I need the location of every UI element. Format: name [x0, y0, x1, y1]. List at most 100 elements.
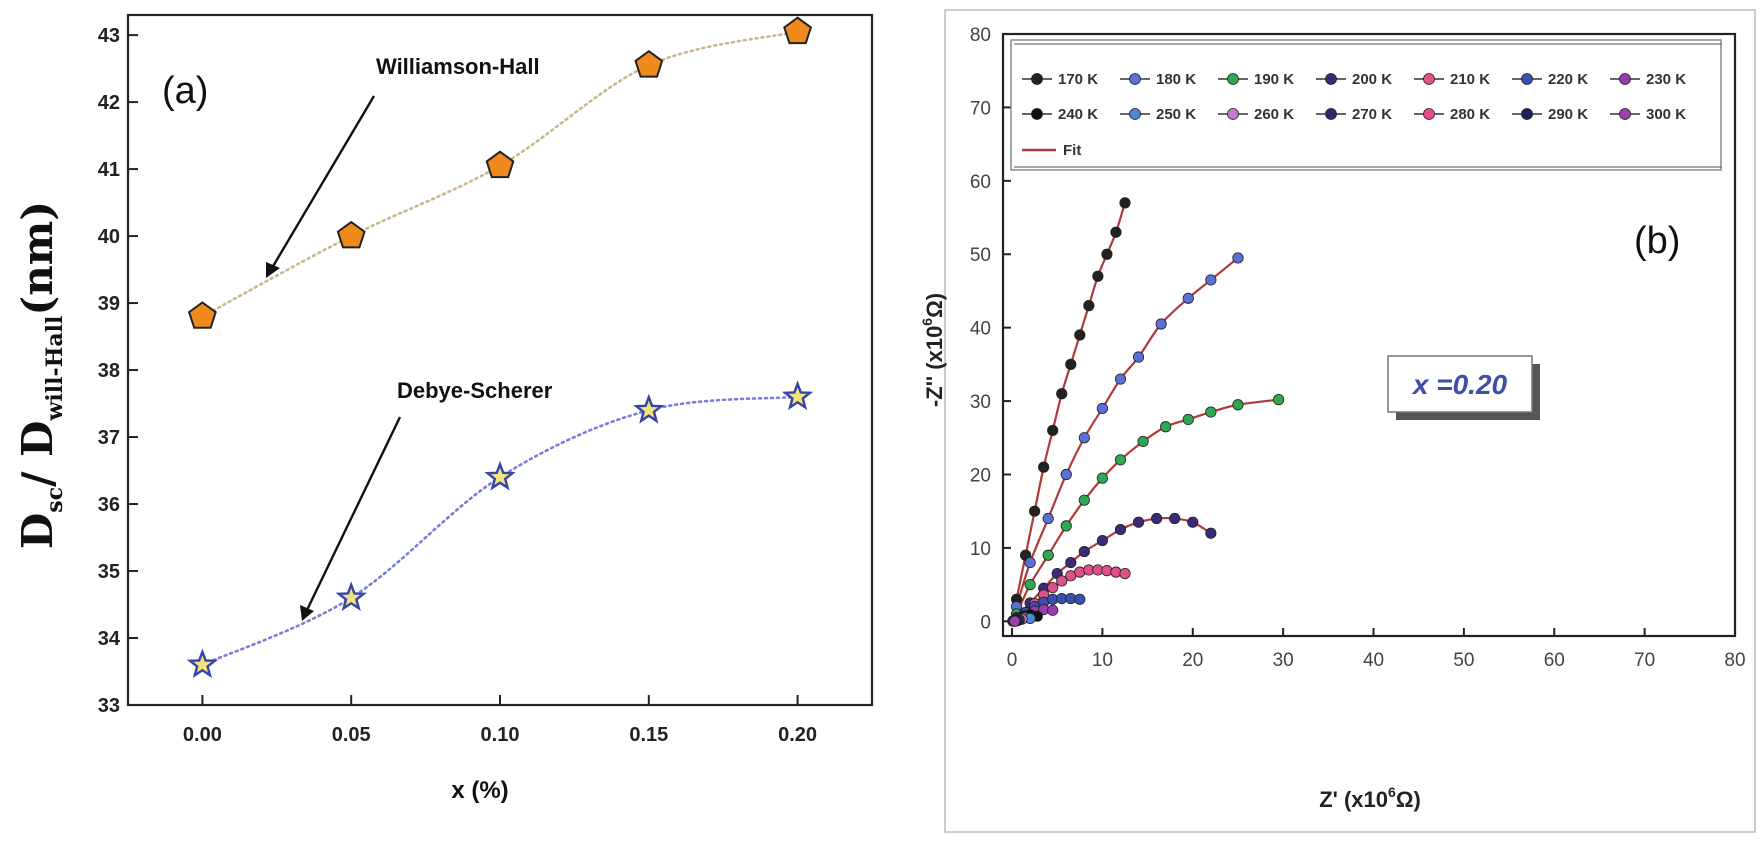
point-180-k	[1232, 252, 1244, 264]
y-tick-label: 41	[98, 159, 120, 181]
y-tick-label: 40	[970, 319, 991, 340]
point-170-k	[1092, 270, 1104, 282]
y-tick-label: 43	[98, 25, 120, 47]
point-180-k	[1060, 468, 1072, 481]
legend-marker-240-k	[1031, 108, 1043, 120]
x-tick-label: 0	[1007, 650, 1018, 671]
point-180-k	[1205, 274, 1217, 286]
legend-label-290-k: 290 K	[1548, 106, 1588, 123]
point-190-k	[1205, 406, 1217, 418]
point-200-k	[1151, 512, 1163, 525]
legend-label-280-k: 280 K	[1450, 106, 1490, 123]
point-170-k	[1029, 505, 1041, 517]
legend-label-170-k: 170 K	[1058, 71, 1098, 88]
y-tick-label: 0	[980, 612, 991, 633]
panel-a-frame	[126, 13, 874, 707]
panel-a-y-label: Dsc/ Dwill-Hall(nm)	[13, 201, 68, 549]
panel-b-y-ticks: 0 10 20 30 40 50 60 70 80	[970, 25, 1011, 633]
legend-marker-170-k	[1031, 73, 1043, 85]
y-tick-label: 60	[970, 172, 991, 193]
panel-a-marks	[186, 16, 814, 679]
point-180-k	[1024, 556, 1036, 569]
point-williamson-hall	[336, 220, 366, 249]
legend-box	[1010, 39, 1722, 171]
point-170-k	[1110, 226, 1122, 238]
point-210-k	[1047, 581, 1059, 594]
point-debye-scherer	[781, 380, 814, 411]
legend-marker-200-k	[1325, 73, 1337, 85]
x-tick-label: 80	[1724, 650, 1745, 671]
point-williamson-hall	[485, 150, 515, 179]
point-170-k	[1056, 388, 1068, 400]
x-tick-label: 30	[1273, 650, 1294, 671]
point-190-k	[1182, 413, 1194, 426]
x-tick-label: 50	[1453, 650, 1474, 671]
legend-label-200-k: 200 K	[1352, 71, 1392, 88]
y-tick-label: 34	[98, 628, 121, 650]
fit-180-k	[1010, 257, 1239, 622]
point-williamson-hall	[783, 16, 813, 45]
legend-marker-270-k	[1325, 108, 1337, 120]
point-190-k	[1042, 549, 1054, 561]
point-200-k	[1065, 556, 1077, 569]
legend-label-300-k: 300 K	[1646, 106, 1686, 123]
y-tick-label: 40	[98, 226, 120, 248]
panel-a-lines	[201, 30, 799, 667]
point-190-k	[1078, 494, 1090, 506]
y-tick-label: 38	[98, 360, 120, 382]
point-180-k	[1078, 432, 1090, 444]
inset-box	[1387, 355, 1533, 413]
point-190-k	[1137, 435, 1149, 448]
x-tick-label: 0.20	[778, 724, 817, 746]
point-debye-scherer	[335, 581, 367, 612]
legend-marker-250-k	[1129, 108, 1141, 120]
legend-marker-210-k	[1423, 73, 1435, 85]
legend-label-240-k: 240 K	[1058, 106, 1098, 123]
x-tick-label: 0.00	[183, 724, 222, 746]
legend-fit-label: Fit	[1063, 142, 1081, 159]
panel-a-x-ticks: 0.00 0.05 0.10 0.15 0.20	[183, 695, 817, 746]
point-170-k	[1101, 248, 1113, 260]
point-190-k	[1232, 399, 1244, 411]
point-180-k	[1155, 318, 1167, 330]
point-180-k	[1132, 351, 1145, 363]
point-210-k	[1056, 575, 1068, 587]
point-200-k	[1132, 516, 1145, 528]
annotation-williamson-hall: Williamson-Hall	[376, 54, 540, 79]
y-tick-label: 10	[970, 539, 991, 560]
y-tick-label: 50	[970, 245, 991, 266]
panel-b: 0 10 20 30 40 50 60 70 80 0 10 20 30 40 50 60 70 80 170 …	[919, 9, 1756, 833]
legend-label-210-k: 210 K	[1450, 71, 1490, 88]
x-tick-label: 0.05	[332, 724, 371, 746]
point-190-k	[1273, 394, 1285, 406]
point-300-k	[1009, 615, 1021, 627]
legend-label-270-k: 270 K	[1352, 106, 1392, 123]
panel-a-x-label: x (%)	[451, 777, 508, 804]
point-170-k	[1038, 461, 1050, 473]
arrowhead-williamson-hall	[266, 262, 280, 278]
y-tick-label: 37	[98, 427, 120, 449]
point-williamson-hall	[187, 301, 217, 329]
x-tick-label: 0.10	[481, 724, 520, 746]
point-200-k	[1078, 545, 1090, 558]
panel-b-x-label: Z' (x106Ω)	[1319, 784, 1421, 812]
point-190-k	[1096, 472, 1109, 484]
arrow-williamson-hall	[270, 95, 376, 269]
panel-b-outer-border	[944, 9, 1756, 833]
point-180-k	[1042, 512, 1054, 525]
legend-label-180-k: 180 K	[1156, 71, 1196, 88]
point-220-k	[1074, 593, 1086, 605]
y-tick-label: 36	[98, 494, 120, 516]
x-tick-label: 20	[1182, 650, 1203, 671]
legend-items: 170 K 180 K 190 K 200 K 210 K 220 K 230 K 240 K…	[1022, 71, 1686, 123]
point-190-k	[1024, 579, 1036, 591]
legend-marker-220-k	[1521, 73, 1533, 85]
point-180-k	[1114, 373, 1127, 385]
panel-b-frame	[1001, 32, 1737, 638]
y-tick-label: 35	[98, 561, 120, 583]
legend-marker-260-k	[1227, 108, 1239, 120]
x-tick-label: 40	[1363, 650, 1384, 671]
point-180-k	[1096, 402, 1109, 415]
